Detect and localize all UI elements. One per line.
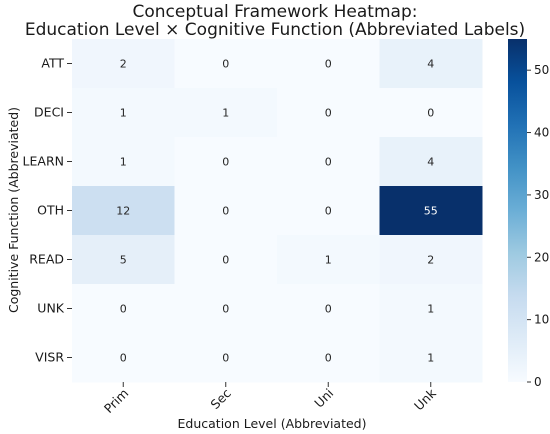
heatmap-cell (277, 333, 380, 383)
cell-value-label: 2 (427, 254, 434, 267)
heatmap-cell (72, 186, 175, 236)
y-axis-ticks: ATT DECI LEARN OTH READ UNK VISR (23, 56, 72, 365)
y-tick-label: OTH (37, 203, 64, 218)
heatmap-cell (72, 333, 175, 383)
chart-title-line1: Conceptual Framework Heatmap: (133, 2, 418, 22)
heatmap-cell (174, 88, 278, 138)
cell-value-label: 0 (222, 254, 229, 267)
cell-value-label: 0 (222, 205, 229, 218)
cell-value-label: 1 (325, 254, 332, 267)
cell-value-label: 5 (120, 254, 127, 267)
cell-value-label: 0 (222, 303, 229, 316)
colorbar-ticks: 0 10 20 30 40 50 (527, 63, 549, 389)
heatmap-cell (277, 137, 380, 187)
cell-value-label: 1 (120, 156, 127, 169)
colorbar-tick-label: 20 (534, 250, 549, 264)
y-tick-label: READ (29, 252, 64, 267)
heatmap-cell (174, 137, 278, 187)
cell-value-label: 55 (424, 205, 438, 218)
y-tick-label: VISR (35, 350, 64, 365)
cell-value-label: 0 (325, 352, 332, 365)
y-tick-label: DECI (34, 105, 64, 120)
cell-value-label: 0 (222, 352, 229, 365)
heatmap-cell (379, 333, 483, 383)
cell-value-label: 1 (427, 352, 434, 365)
cell-value-label: 0 (325, 156, 332, 169)
y-tick-label: UNK (37, 301, 64, 316)
cell-value-label: 12 (116, 205, 130, 218)
heatmap-cell (379, 235, 483, 285)
cell-value-label: 0 (325, 107, 332, 120)
colorbar-tick-label: 30 (534, 188, 549, 202)
cell-value-label: 0 (222, 156, 229, 169)
cell-value-label: 1 (120, 107, 127, 120)
heatmap-cell (277, 284, 380, 334)
x-axis-ticks: Prim Sec Uni Unk (101, 382, 439, 416)
cell-value-label: 0 (120, 303, 127, 316)
heatmap-cell (379, 284, 483, 334)
heatmap-cell (277, 186, 380, 236)
heatmap-cell (72, 39, 175, 89)
heatmap-cell (72, 284, 175, 334)
heatmap-cell (174, 284, 278, 334)
heatmap-cell (379, 186, 483, 236)
cell-value-label: 0 (325, 303, 332, 316)
cell-value-label: 1 (222, 107, 229, 120)
y-tick-label: ATT (41, 56, 64, 71)
colorbar-tick-label: 40 (534, 126, 549, 140)
x-tick-label: Uni (311, 386, 336, 411)
heatmap-cell (72, 137, 175, 187)
heatmap-cell (277, 235, 380, 285)
colorbar-tick-label: 0 (534, 375, 542, 389)
heatmap-cell (174, 333, 278, 383)
cell-value-label: 2 (120, 58, 127, 71)
cell-value-label: 4 (427, 58, 434, 71)
cell-value-label: 0 (325, 58, 332, 71)
heatmap-cell-labels: 2 0 0 41 1 0 01 0 0 412 0 0 555 0 1 20 0 0 10 0 0 1 (116, 58, 438, 365)
cell-value-label: 0 (222, 58, 229, 71)
heatmap-cell (174, 235, 278, 285)
cell-value-label: 1 (427, 303, 434, 316)
cell-value-label: 0 (427, 107, 434, 120)
x-tick-label: Sec (207, 385, 234, 412)
heatmap-cell (72, 235, 175, 285)
y-axis-label: Cognitive Function (Abbreviated) (6, 107, 21, 313)
cell-value-label: 4 (427, 156, 434, 169)
heatmap-cell (174, 186, 278, 236)
heatmap-cell (379, 88, 483, 138)
colorbar-tick-label: 50 (534, 63, 549, 77)
x-tick-label: Prim (101, 386, 131, 416)
x-axis-label: Education Level (Abbreviated) (178, 416, 367, 431)
heatmap-cell (72, 88, 175, 138)
heatmap-cell (277, 88, 380, 138)
x-tick-label: Unk (411, 385, 439, 413)
colorbar-tick-label: 10 (534, 313, 549, 327)
cell-value-label: 0 (120, 352, 127, 365)
y-tick-label: LEARN (23, 154, 64, 169)
heatmap-cell (174, 39, 278, 89)
heatmap-cell (379, 39, 483, 89)
heatmap-cell (277, 39, 380, 89)
cell-value-label: 0 (325, 205, 332, 218)
heatmap-cells (72, 39, 483, 383)
chart-title-line2: Education Level × Cognitive Function (Ab… (25, 20, 525, 40)
heatmap-cell (379, 137, 483, 187)
colorbar (508, 39, 527, 382)
